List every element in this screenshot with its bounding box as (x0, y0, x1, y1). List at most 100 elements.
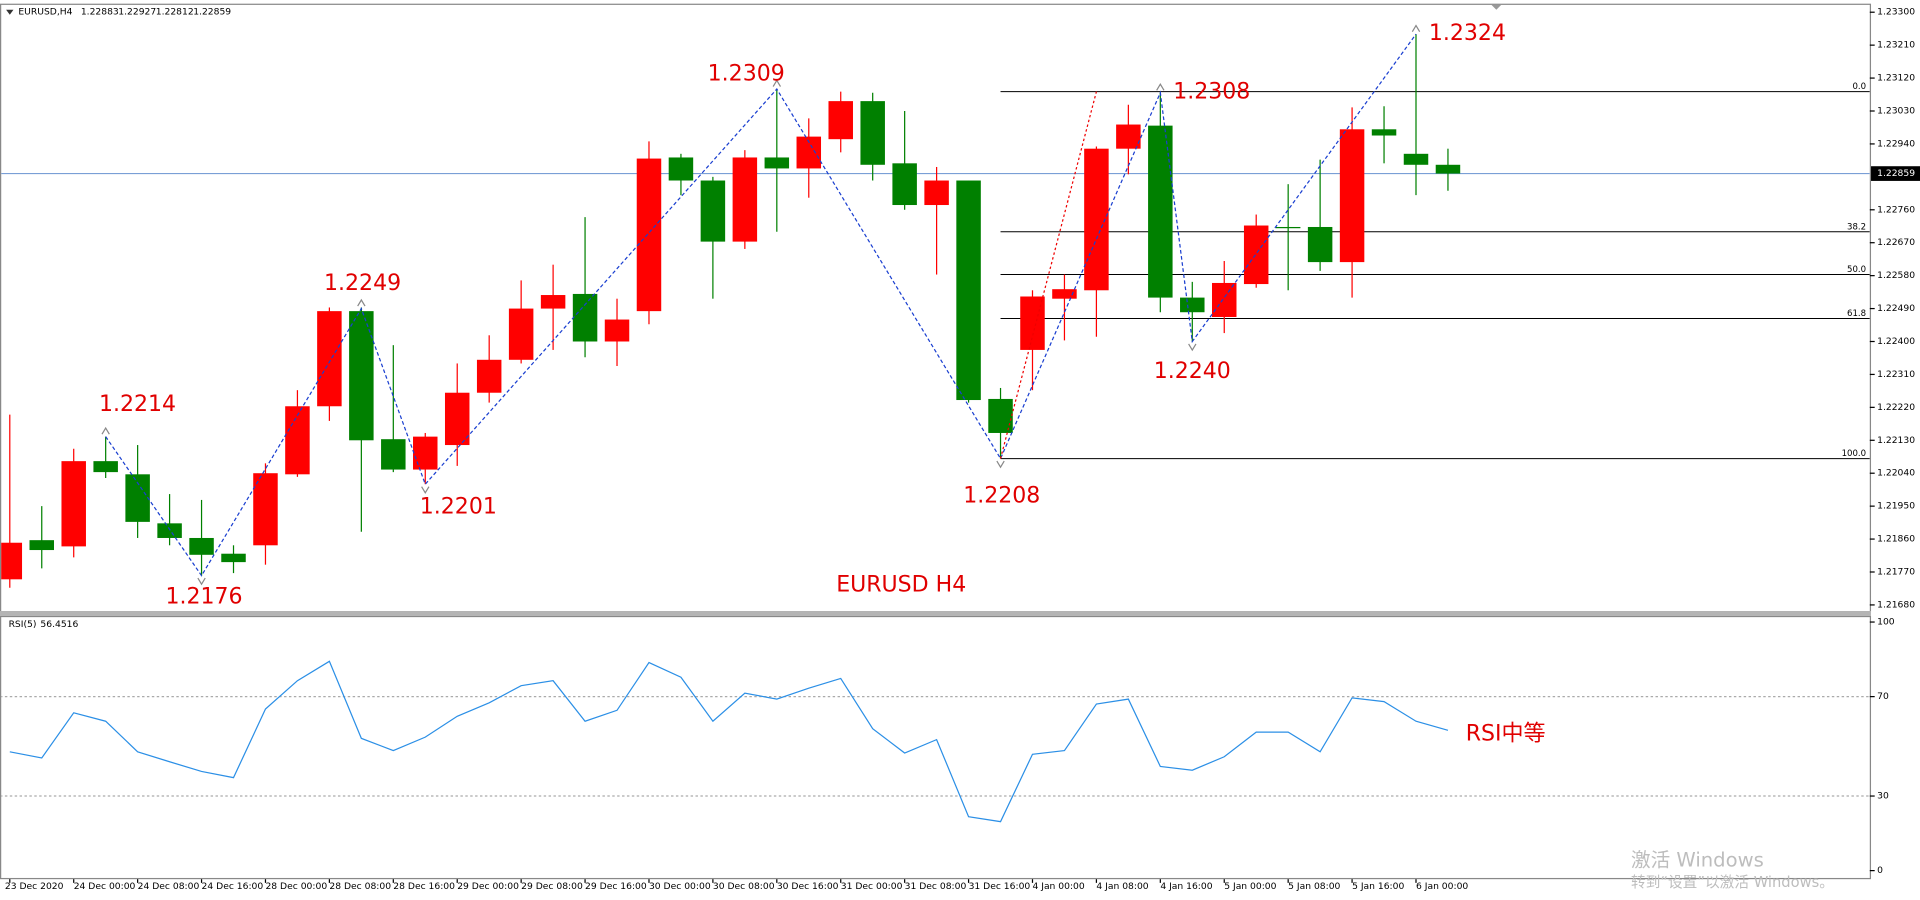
y-tick-label: 1.22760 (1877, 204, 1915, 215)
y-tick-label: 1.22040 (1877, 468, 1915, 479)
candle-body (668, 157, 694, 181)
current-price-box (1871, 166, 1920, 181)
menu-arrow (6, 9, 14, 15)
x-tick-label: 28 Dec 08:00 (329, 881, 391, 892)
x-tick-label: 24 Dec 16:00 (202, 881, 264, 892)
fib-label: 50.0 (1847, 265, 1866, 275)
x-tick-label: 31 Dec 00:00 (841, 881, 903, 892)
x-tick-label: 23 Dec 2020 (5, 881, 64, 892)
fib-label: 0.0 (1852, 82, 1866, 92)
y-tick-label: 1.23210 (1877, 40, 1915, 51)
candle-body (956, 180, 981, 401)
shift-marker (1491, 4, 1502, 10)
zigzag-label: 1.2176 (165, 585, 242, 610)
zigzag-arrow (1411, 24, 1421, 33)
candle-body (1180, 297, 1205, 313)
candle-body (540, 295, 566, 309)
candle-body (1020, 296, 1045, 350)
zigzag-arrow (772, 79, 782, 87)
rsi-value: 56.4516 (40, 619, 78, 630)
zigzag-arrow (421, 486, 430, 494)
x-tick-label: 4 Jan 00:00 (1032, 881, 1084, 892)
candle-body (508, 308, 534, 360)
zigzag-arrow (357, 298, 366, 307)
candle-body (1307, 226, 1333, 263)
x-tick-label: 6 Jan 00:00 (1416, 881, 1468, 892)
candle-body (29, 540, 54, 551)
candle-body (572, 293, 598, 342)
candle-body (732, 157, 758, 242)
y-tick-label: 1.22130 (1877, 435, 1915, 446)
zigzag-label: 1.2309 (708, 61, 785, 86)
zigzag-arrow (1188, 343, 1197, 352)
y-tick-label: 70 (1877, 691, 1889, 702)
watermark-subtitle: 转到“设置”以激活 Windows。 (1631, 874, 1834, 891)
candle-body (1212, 282, 1237, 317)
candle-body (413, 436, 438, 470)
zigzag-label: 1.2240 (1154, 359, 1231, 384)
candle-body (1339, 129, 1365, 263)
y-tick-label: 1.21770 (1877, 566, 1915, 577)
zigzag-label: 1.2308 (1173, 80, 1250, 105)
candle-body (1371, 129, 1397, 136)
header-close: 1.22859 (193, 7, 231, 18)
x-tick-label: 30 Dec 08:00 (713, 881, 775, 892)
x-tick-label: 30 Dec 00:00 (649, 881, 711, 892)
candle-body (189, 537, 214, 555)
candle-body (1435, 164, 1461, 174)
x-tick-label: 4 Jan 08:00 (1096, 881, 1148, 892)
zigzag-arrow (1156, 82, 1165, 91)
rsi-line (9, 660, 1449, 823)
candle-body (285, 406, 310, 475)
x-tick-label: 24 Dec 00:00 (74, 881, 136, 892)
x-tick-label: 30 Dec 16:00 (777, 881, 839, 892)
candle-body (317, 311, 342, 407)
watermark-title: 激活 Windows (1631, 848, 1764, 871)
zigzag-arrow (996, 460, 1005, 469)
y-tick-label: 100 (1877, 617, 1895, 628)
candle-body (1148, 125, 1173, 298)
x-tick-label: 28 Dec 00:00 (265, 881, 327, 892)
y-tick-label: 1.23120 (1877, 73, 1915, 84)
candle-body (924, 180, 949, 206)
header-high: 1.22927 (118, 7, 156, 18)
candle-body (1243, 225, 1269, 285)
panel-separator (0, 611, 1872, 616)
candle-body (381, 439, 406, 470)
zigzag-label: 1.2201 (420, 494, 497, 519)
zigzag-arrow (101, 426, 110, 435)
x-tick-label: 28 Dec 16:00 (393, 881, 455, 892)
rsi-panel: RSI中等 (1, 660, 1870, 823)
y-tick-label: 1.22580 (1877, 270, 1915, 281)
y-tick-label: 30 (1877, 791, 1889, 802)
x-tick-label: 29 Dec 16:00 (585, 881, 647, 892)
zigzag-arrow (197, 577, 206, 586)
rsi-frame (0, 615, 1872, 880)
x-tick-label: 5 Jan 00:00 (1224, 881, 1276, 892)
candle-body (828, 101, 853, 140)
zigzag-label: 1.2324 (1429, 21, 1506, 46)
y-tick-label: 1.23030 (1877, 106, 1915, 117)
zigzag-label: 1.2214 (99, 392, 176, 417)
candle-body (93, 461, 118, 473)
zigzag-label: 1.2208 (963, 484, 1040, 509)
y-tick-label: 1.22490 (1877, 303, 1915, 314)
zigzag-line (105, 33, 1417, 577)
x-tick-label: 29 Dec 00:00 (457, 881, 519, 892)
y-tick-label: 1.22400 (1877, 336, 1915, 347)
x-tick-label: 24 Dec 08:00 (138, 881, 200, 892)
candle-body (1403, 153, 1429, 165)
candle-body (988, 398, 1013, 433)
y-tick-label: 1.22310 (1877, 369, 1915, 380)
candle-body (476, 359, 502, 393)
candle-body (1, 542, 23, 580)
candle-body (860, 101, 885, 165)
candle-body (700, 180, 726, 242)
y-tick-label: 0 (1877, 865, 1883, 876)
candle-body (444, 392, 470, 446)
fib-label: 38.2 (1847, 222, 1866, 232)
x-tick-label: 31 Dec 08:00 (905, 881, 967, 892)
